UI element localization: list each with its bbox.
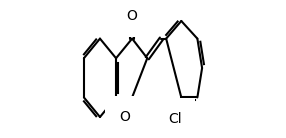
Text: O: O <box>127 9 138 23</box>
Text: Cl: Cl <box>168 112 182 126</box>
Text: O: O <box>119 110 130 124</box>
